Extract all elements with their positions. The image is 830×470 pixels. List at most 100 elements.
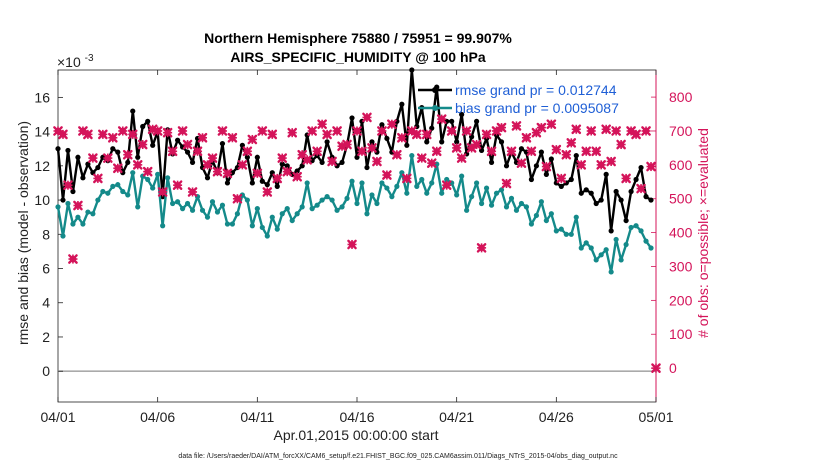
- obs-evaluated-point: [441, 180, 452, 190]
- y-tick-label: 4: [42, 295, 50, 311]
- y-tick-label: 8: [42, 226, 50, 242]
- rmse-point: [339, 159, 345, 166]
- obs-evaluated-point: [551, 144, 562, 155]
- obs-evaluated-point: [267, 129, 278, 140]
- bias-point: [633, 223, 639, 229]
- rmse-point: [568, 176, 574, 183]
- bias-point: [145, 176, 151, 183]
- obs-evaluated-point: [117, 126, 128, 136]
- bias-point: [130, 170, 136, 176]
- rmse-point: [384, 135, 390, 142]
- bias-point: [573, 214, 579, 220]
- obs-evaluated-point: [362, 112, 372, 123]
- x-tick-label: 04/11: [240, 409, 274, 425]
- rmse-point: [160, 194, 166, 200]
- bias-point: [389, 194, 395, 200]
- rmse-point: [503, 163, 510, 169]
- x-tick-label: 04/26: [539, 409, 574, 425]
- rmse-point: [623, 217, 629, 224]
- bias-point: [125, 192, 131, 198]
- bias-point: [409, 152, 415, 159]
- rmse-point: [439, 139, 445, 145]
- obs-evaluated-point: [282, 166, 293, 177]
- rmse-point: [175, 137, 181, 143]
- bias-point: [344, 195, 350, 201]
- obs-evaluated-point: [616, 139, 626, 150]
- rmse-point: [75, 154, 81, 160]
- obs-evaluated-point: [377, 126, 387, 136]
- obs-evaluated-point: [152, 126, 163, 136]
- rmse-point: [449, 118, 455, 124]
- bias-point: [623, 241, 629, 248]
- obs-evaluated-point: [456, 153, 467, 163]
- obs-evaluated-point: [132, 160, 143, 170]
- bias-point: [568, 231, 574, 237]
- obs-evaluated-point: [516, 158, 527, 168]
- bias-point: [638, 228, 644, 234]
- obs-evaluated-point: [122, 149, 133, 160]
- obs-evaluated-point: [591, 146, 601, 157]
- y-tick-label: 6: [42, 261, 50, 277]
- obs-evaluated-point: [561, 149, 572, 160]
- bias-point: [234, 211, 240, 217]
- bias-point: [294, 211, 300, 217]
- bias-point: [329, 197, 335, 203]
- obs-evaluated-point: [536, 122, 547, 133]
- y2-tick-label: 300: [669, 258, 693, 274]
- bias-point: [404, 190, 410, 196]
- obs-evaluated-point: [73, 200, 83, 211]
- bias-point: [414, 183, 420, 189]
- bias-point: [304, 180, 310, 186]
- bias-point: [384, 185, 390, 191]
- rmse-point: [224, 180, 231, 186]
- obs-evaluated-point: [496, 122, 507, 133]
- obs-evaluated-point: [601, 124, 611, 135]
- obs-evaluated-point: [322, 129, 332, 140]
- obs-evaluated-point: [412, 129, 422, 140]
- bias-point: [155, 171, 161, 177]
- obs-evaluated-point: [461, 126, 472, 136]
- obs-evaluated-point: [237, 160, 248, 170]
- rmse-point: [55, 146, 61, 152]
- bias-point: [135, 204, 141, 210]
- rmse-point: [538, 149, 544, 155]
- obs-evaluated-point: [302, 154, 312, 165]
- obs-evaluated-point: [546, 119, 557, 130]
- bias-point: [324, 194, 330, 200]
- y2-tick-label: 600: [669, 157, 693, 173]
- bias-point: [274, 226, 280, 232]
- bias-point: [150, 185, 156, 191]
- chart-subtitle: AIRS_SPECIFIC_HUMIDITY @ 100 hPa: [230, 49, 486, 65]
- bias-point: [354, 200, 360, 207]
- bias-point: [444, 176, 450, 183]
- obs-evaluated-point: [272, 173, 283, 184]
- y-exponent: ×10 -3: [57, 53, 94, 70]
- bias-point: [483, 185, 490, 191]
- rmse-point: [488, 159, 495, 166]
- rmse-point: [254, 154, 260, 160]
- rmse-point: [274, 183, 280, 189]
- obs-evaluated-point: [197, 132, 208, 143]
- obs-evaluated-point: [287, 127, 298, 138]
- bias-point: [603, 247, 609, 253]
- rmse-point: [264, 182, 270, 188]
- y2-axis-label: # of obs: o=possible; ×=evaluated: [695, 128, 711, 338]
- x-tick-label: 04/16: [339, 409, 374, 425]
- obs-evaluated-point: [227, 132, 238, 143]
- rmse-point: [528, 176, 535, 183]
- bias-point: [359, 180, 365, 186]
- bias-point: [165, 175, 171, 181]
- rmse-point: [279, 161, 285, 167]
- rmse-point: [189, 159, 196, 166]
- y-tick-label: 14: [34, 124, 50, 140]
- footer-data-file: data file: /Users/raeder/DAI/ATM_forcXX/…: [178, 453, 618, 460]
- x-tick-label: 04/21: [439, 409, 474, 425]
- obs-evaluated-point: [611, 126, 621, 136]
- bias-point: [179, 206, 186, 212]
- y-exponent-base: ×10: [57, 54, 81, 70]
- rmse-point: [608, 228, 614, 234]
- obs-evaluated-point: [207, 153, 218, 163]
- y-axis-label: rmse and bias (model - observation): [15, 121, 31, 345]
- bias-point: [70, 221, 76, 227]
